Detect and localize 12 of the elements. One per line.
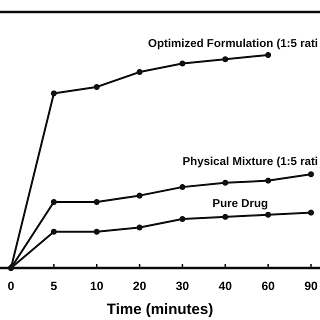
x-tick-label: 5 (50, 279, 58, 293)
series-label: Physical Mixture (1:5 rati (182, 156, 318, 168)
x-tick-label: 40 (218, 279, 232, 293)
x-tick-label: 30 (176, 279, 190, 293)
x-tick-label: 10 (90, 279, 104, 293)
x-tick-label: 60 (261, 279, 276, 293)
series-label: Pure Drug (212, 198, 268, 210)
x-axis-title: Time (minutes) (106, 301, 214, 318)
series-label: Optimized Formulation (1:5 rati (148, 38, 318, 50)
x-tick-label: 0 (8, 279, 15, 293)
x-tick-label: 90 (304, 279, 318, 293)
x-tick-label: 20 (132, 279, 147, 293)
